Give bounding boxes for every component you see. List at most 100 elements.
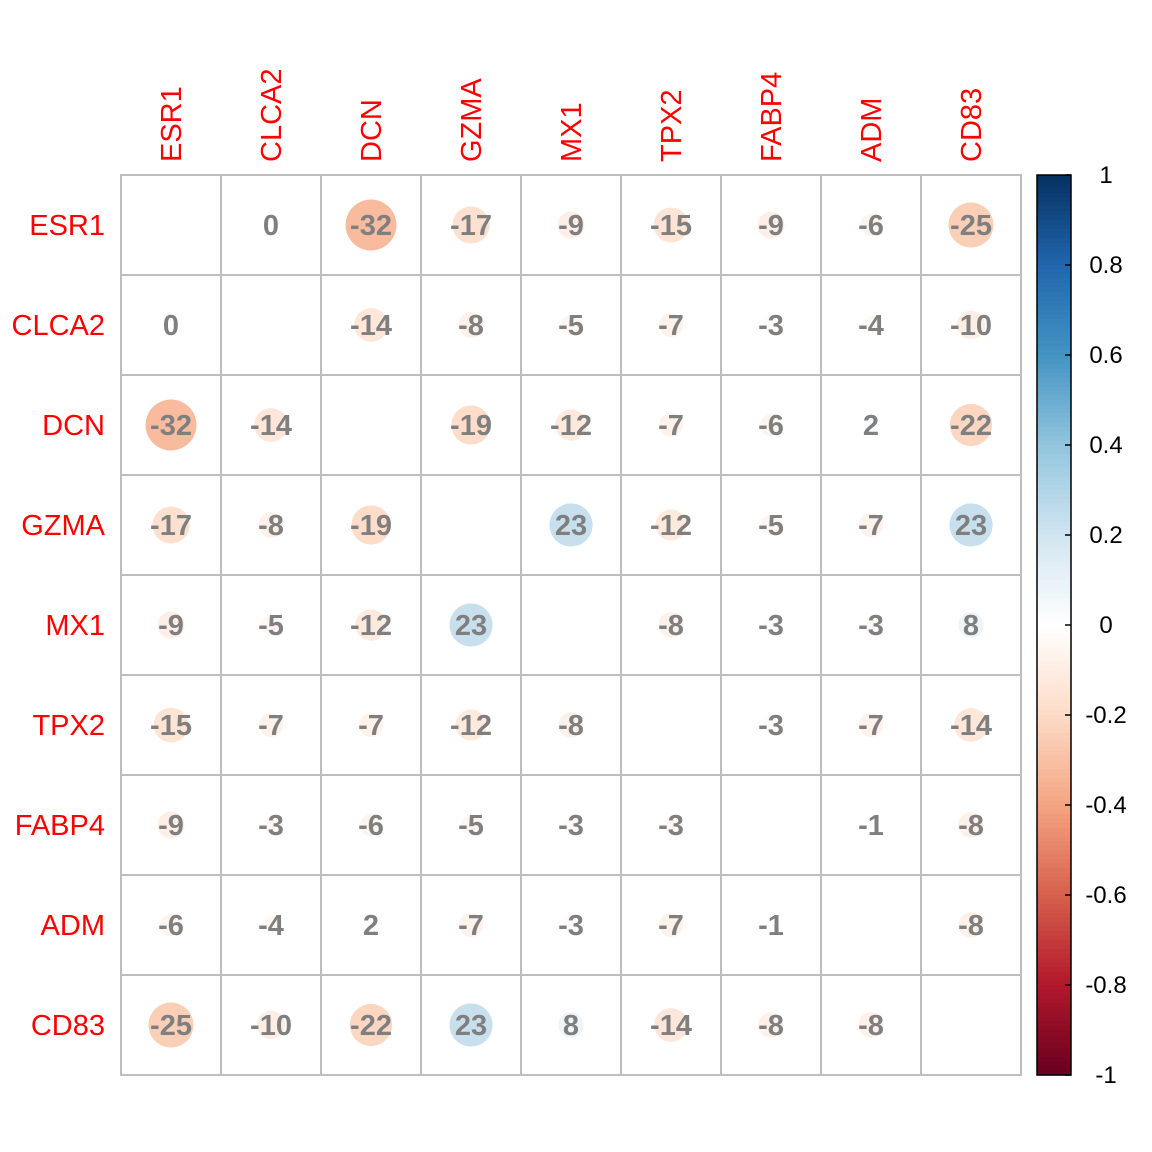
colorbar-segment [1037,206,1071,212]
colorbar-segment [1037,296,1071,302]
colorbar-segment [1037,737,1071,743]
colorbar-segment [1037,805,1071,811]
colorbar-segment [1037,242,1071,248]
correlation-value: -12 [350,610,392,642]
row-label: GZMA [21,510,105,542]
correlation-value: -15 [650,210,692,242]
correlation-circle [859,513,883,537]
correlation-circle [455,709,487,741]
correlation-circle [763,617,779,633]
colorbar-segment [1037,1039,1071,1045]
colorbar-segment [1037,854,1071,860]
colorbar-segment [1037,211,1071,217]
correlation-value: -1 [758,910,784,942]
colorbar-segment [1037,476,1071,482]
colorbar-segment [1037,445,1071,451]
correlation-value: -8 [258,510,284,542]
correlation-value: -7 [858,710,884,742]
row-label: TPX2 [32,710,105,742]
colorbar-segment [1037,485,1071,491]
colorbar-tick-label: -0.4 [1085,792,1126,819]
colorbar-segment [1037,1003,1071,1009]
correlation-circle [948,202,994,248]
colorbar-segment [1037,422,1071,428]
colorbar-segment [1037,778,1071,784]
correlation-circle [254,408,288,442]
colorbar-segment [1037,359,1071,365]
colorbar-segment [1037,413,1071,419]
colorbar-segment [1037,791,1071,797]
colorbar-segment [1037,706,1071,712]
grid-cell [520,574,622,676]
colorbar-segment [1037,976,1071,982]
correlation-circle [956,310,986,340]
colorbar-segment [1037,584,1071,590]
correlation-value: -3 [758,310,784,342]
correlation-circle [958,812,984,838]
correlation-circle [459,913,483,937]
correlation-value: -7 [258,710,284,742]
correlation-circle [449,1003,493,1047]
correlation-circle [259,713,283,737]
colorbar-segment [1037,454,1071,460]
correlation-value: -7 [858,510,884,542]
colorbar-segment [1037,238,1071,244]
correlation-circle [653,207,689,243]
colorbar-segment [1037,440,1071,446]
correlation-value: -12 [550,410,592,442]
colorbar-segment [1037,787,1071,793]
correlation-circle [260,614,282,636]
correlation-circle [766,920,776,930]
colorbar-segment [1037,710,1071,716]
colorbar-segment [1037,287,1071,293]
colorbar-segment [1037,913,1071,919]
correlation-value: -9 [158,610,184,642]
colorbar-segment [1037,647,1071,653]
colorbar-segment [1037,980,1071,986]
colorbar-segment [1037,607,1071,613]
colorbar-segment [1037,764,1071,770]
column-label: CLCA2 [256,69,288,163]
colorbar-tick-label: 0 [1099,612,1112,639]
colorbar-segment [1037,845,1071,851]
correlation-value: -25 [150,1010,192,1042]
correlation-circle [262,916,280,934]
correlation-value: 0 [163,310,179,342]
colorbar-segment [1037,1034,1071,1040]
correlation-circle [949,503,993,547]
colorbar-segment [1037,616,1071,622]
correlation-value: -3 [658,810,684,842]
colorbar-segment [1037,373,1071,379]
correlation-value: -14 [350,310,392,342]
colorbar-segment [1037,355,1071,361]
colorbar-tick-label: 0.4 [1089,432,1122,459]
colorbar-segment [1037,661,1071,667]
correlation-value: -8 [858,1010,884,1042]
colorbar-segment [1037,580,1071,586]
correlation-value: -4 [258,910,284,942]
row-label: ADM [41,910,105,942]
colorbar-segment [1037,229,1071,235]
colorbar-segment [1037,841,1071,847]
colorbar-segment [1037,755,1071,761]
colorbar-segment [1037,314,1071,320]
grid-cell [420,474,522,576]
colorbar-segment [1037,265,1071,271]
correlation-value: -22 [350,1010,392,1042]
grid-cell [220,274,322,376]
correlation-value: -5 [758,510,784,542]
correlation-circle [659,913,683,937]
correlation-circle [557,211,585,239]
correlation-circle [153,707,189,743]
colorbar-segment [1037,638,1071,644]
colorbar-segment [1037,935,1071,941]
colorbar-segment [1037,202,1071,208]
colorbar-segment [1037,656,1071,662]
correlation-value: -3 [758,610,784,642]
correlation-circle [354,308,388,342]
colorbar-segment [1037,328,1071,334]
colorbar-segment [1037,494,1071,500]
correlation-circle [364,918,378,932]
colorbar-segment [1037,719,1071,725]
